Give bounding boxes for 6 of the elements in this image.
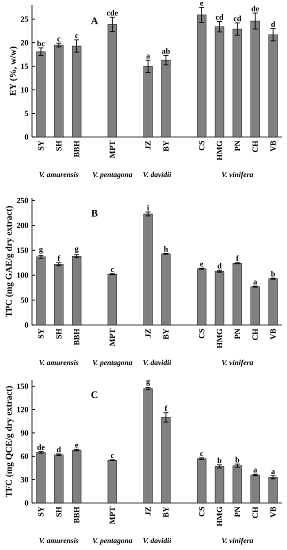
y-axis-title: TPC (mg GAE/g dry extract) bbox=[5, 206, 14, 318]
text: C bbox=[91, 391, 98, 398]
y-axis-title: EY (%, w/w) bbox=[10, 46, 18, 96]
y-axis-title: TFC (mg QCE/g dry extract) bbox=[5, 386, 14, 498]
text: A bbox=[90, 18, 98, 24]
text: B bbox=[91, 210, 98, 217]
